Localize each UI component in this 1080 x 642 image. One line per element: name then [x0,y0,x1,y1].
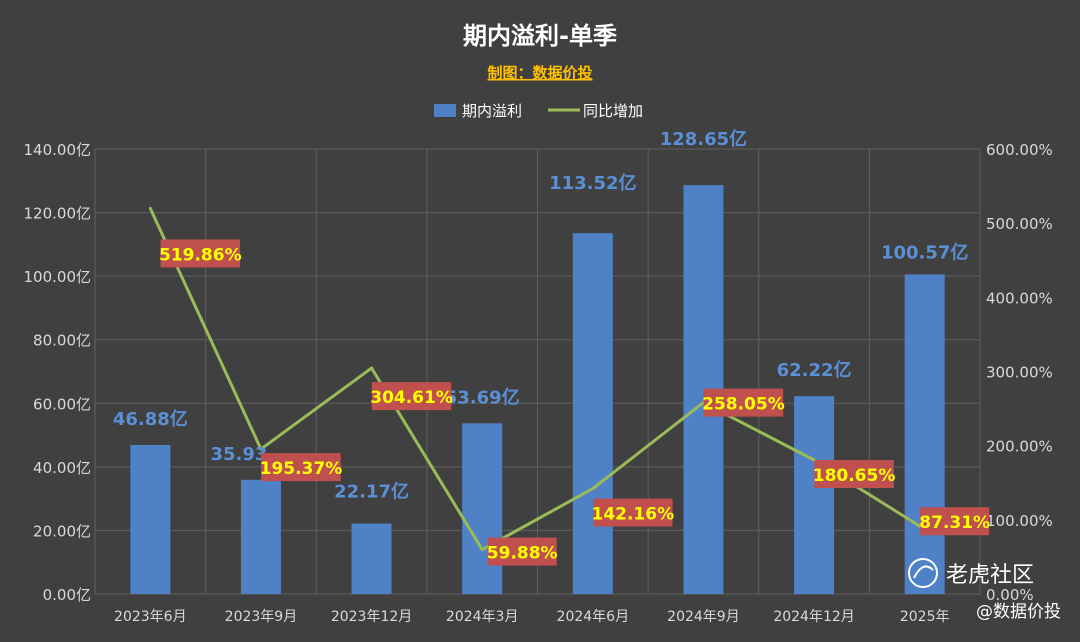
line-data-label-box [814,460,894,489]
x-tick-label: 2023年9月 [225,609,298,625]
bar [130,444,171,594]
y-left-tick-label: 140.00亿 [24,141,92,159]
line-data-labels: 519.86% 195.37% 304.61% 59.88% 142.16% 258.05… [159,239,990,566]
chart-subtitle: 制图：数据价投 [487,64,592,82]
legend-label-line: 同比增加 [583,102,643,120]
line-data-label: 195.37% [260,459,343,479]
bar-data-label: 100.57亿 [881,241,968,263]
line-data-label: 304.61% [370,388,453,408]
line-point [370,366,374,370]
y-right-tick-label: 100.00% [986,512,1053,530]
line-data-label: 59.88% [487,544,558,564]
bar-data-label: 22.17亿 [334,481,409,503]
y-left-tick-label: 40.00亿 [33,459,91,477]
line-data-label-group: 195.37% [260,453,343,482]
y-left-tick-label: 80.00亿 [33,332,91,350]
legend-label-bar: 期内溢利 [462,102,522,120]
bar-data-label: 46.88亿 [113,408,188,430]
y-right-tick-label: 0.00% [986,586,1034,604]
line-data-label-box [487,537,557,566]
line-data-label-box [920,507,990,536]
line-data-label-group: 304.61% [370,382,453,411]
y-left-tick-label: 0.00亿 [43,586,91,604]
line-data-label-box [703,388,784,417]
line-data-label: 519.86% [159,245,242,265]
line-point [591,487,595,491]
legend: 期内溢利 同比增加 [434,102,643,120]
line-data-label-group: 87.31% [919,507,990,536]
bar-data-label: 62.22亿 [777,359,852,381]
y-right-tick-label: 500.00% [986,215,1053,233]
tiger-logo-icon [908,558,938,588]
line-data-label-group: 519.86% [159,239,242,268]
x-tick-label: 2024年6月 [557,609,630,625]
line-data-label: 180.65% [813,466,896,486]
line-point [148,206,152,210]
y-right-tick-label: 200.00% [986,438,1053,456]
x-tick-label: 2024年9月 [667,609,740,625]
y-axis-left: 0.00亿 20.00亿 40.00亿 60.00亿 80.00亿 100.00亿 120.… [24,141,92,604]
bar [904,274,945,594]
bar [240,479,281,594]
line-data-label: 142.16% [591,505,674,525]
line-data-label: 87.31% [919,513,990,533]
line-data-label-group: 142.16% [591,498,674,527]
bar-data-labels: 46.88亿 35.93 22.17亿 53.69亿 113.52亿 128.65亿 62.… [113,128,969,502]
x-tick-label: 2024年3月 [446,609,519,625]
bar [572,233,613,594]
bar-data-label: 53.69亿 [445,386,520,408]
line-point [480,548,484,552]
x-tick-label: 2023年12月 [331,609,412,625]
bar-data-label: 35.93 [210,444,267,465]
line-data-label-box [371,382,452,411]
y-left-tick-label: 60.00亿 [33,395,91,413]
watermark-author: @数据价投 [976,602,1061,622]
tiger-logo-stripe-icon [913,565,934,579]
x-tick-label: 2025年 [900,609,950,625]
bar [794,396,835,594]
bar [462,423,503,594]
y-right-tick-label: 400.00% [986,289,1053,307]
watermark: 老虎社区 @数据价投 [908,558,1061,622]
line-data-label-box [593,498,673,527]
bar [351,523,392,594]
x-tick-label: 2024年12月 [773,609,854,625]
x-axis: 2023年6月 2023年9月 2023年12月 2024年3月 2024年6月 2024… [114,609,949,625]
y-left-tick-label: 100.00亿 [24,268,92,286]
y-right-tick-label: 600.00% [986,141,1053,159]
bars [130,185,945,594]
legend-swatch-bar [434,104,456,117]
line-point [259,447,263,451]
line-data-label-box [261,453,341,482]
line-data-label: 258.05% [702,395,785,415]
line-data-label-group: 180.65% [813,460,896,489]
chart-title: 期内溢利-单季 [463,22,617,50]
line-data-label-group: 258.05% [702,388,785,417]
line-data-label-group: 59.88% [487,537,558,566]
watermark-brand: 老虎社区 [946,563,1034,588]
y-axis-right: 0.00% 100.00% 200.00% 300.00% 400.00% 500.00%… [986,141,1053,604]
y-right-tick-label: 300.00% [986,364,1053,382]
bar-data-label: 128.65亿 [660,128,747,150]
x-tick-label: 2023年6月 [114,609,187,625]
bar-data-label: 113.52亿 [549,172,636,194]
growth-line [148,207,926,552]
y-left-tick-label: 120.00亿 [24,205,92,223]
line-data-label-box [160,239,241,268]
y-left-tick-label: 20.00亿 [33,522,91,540]
